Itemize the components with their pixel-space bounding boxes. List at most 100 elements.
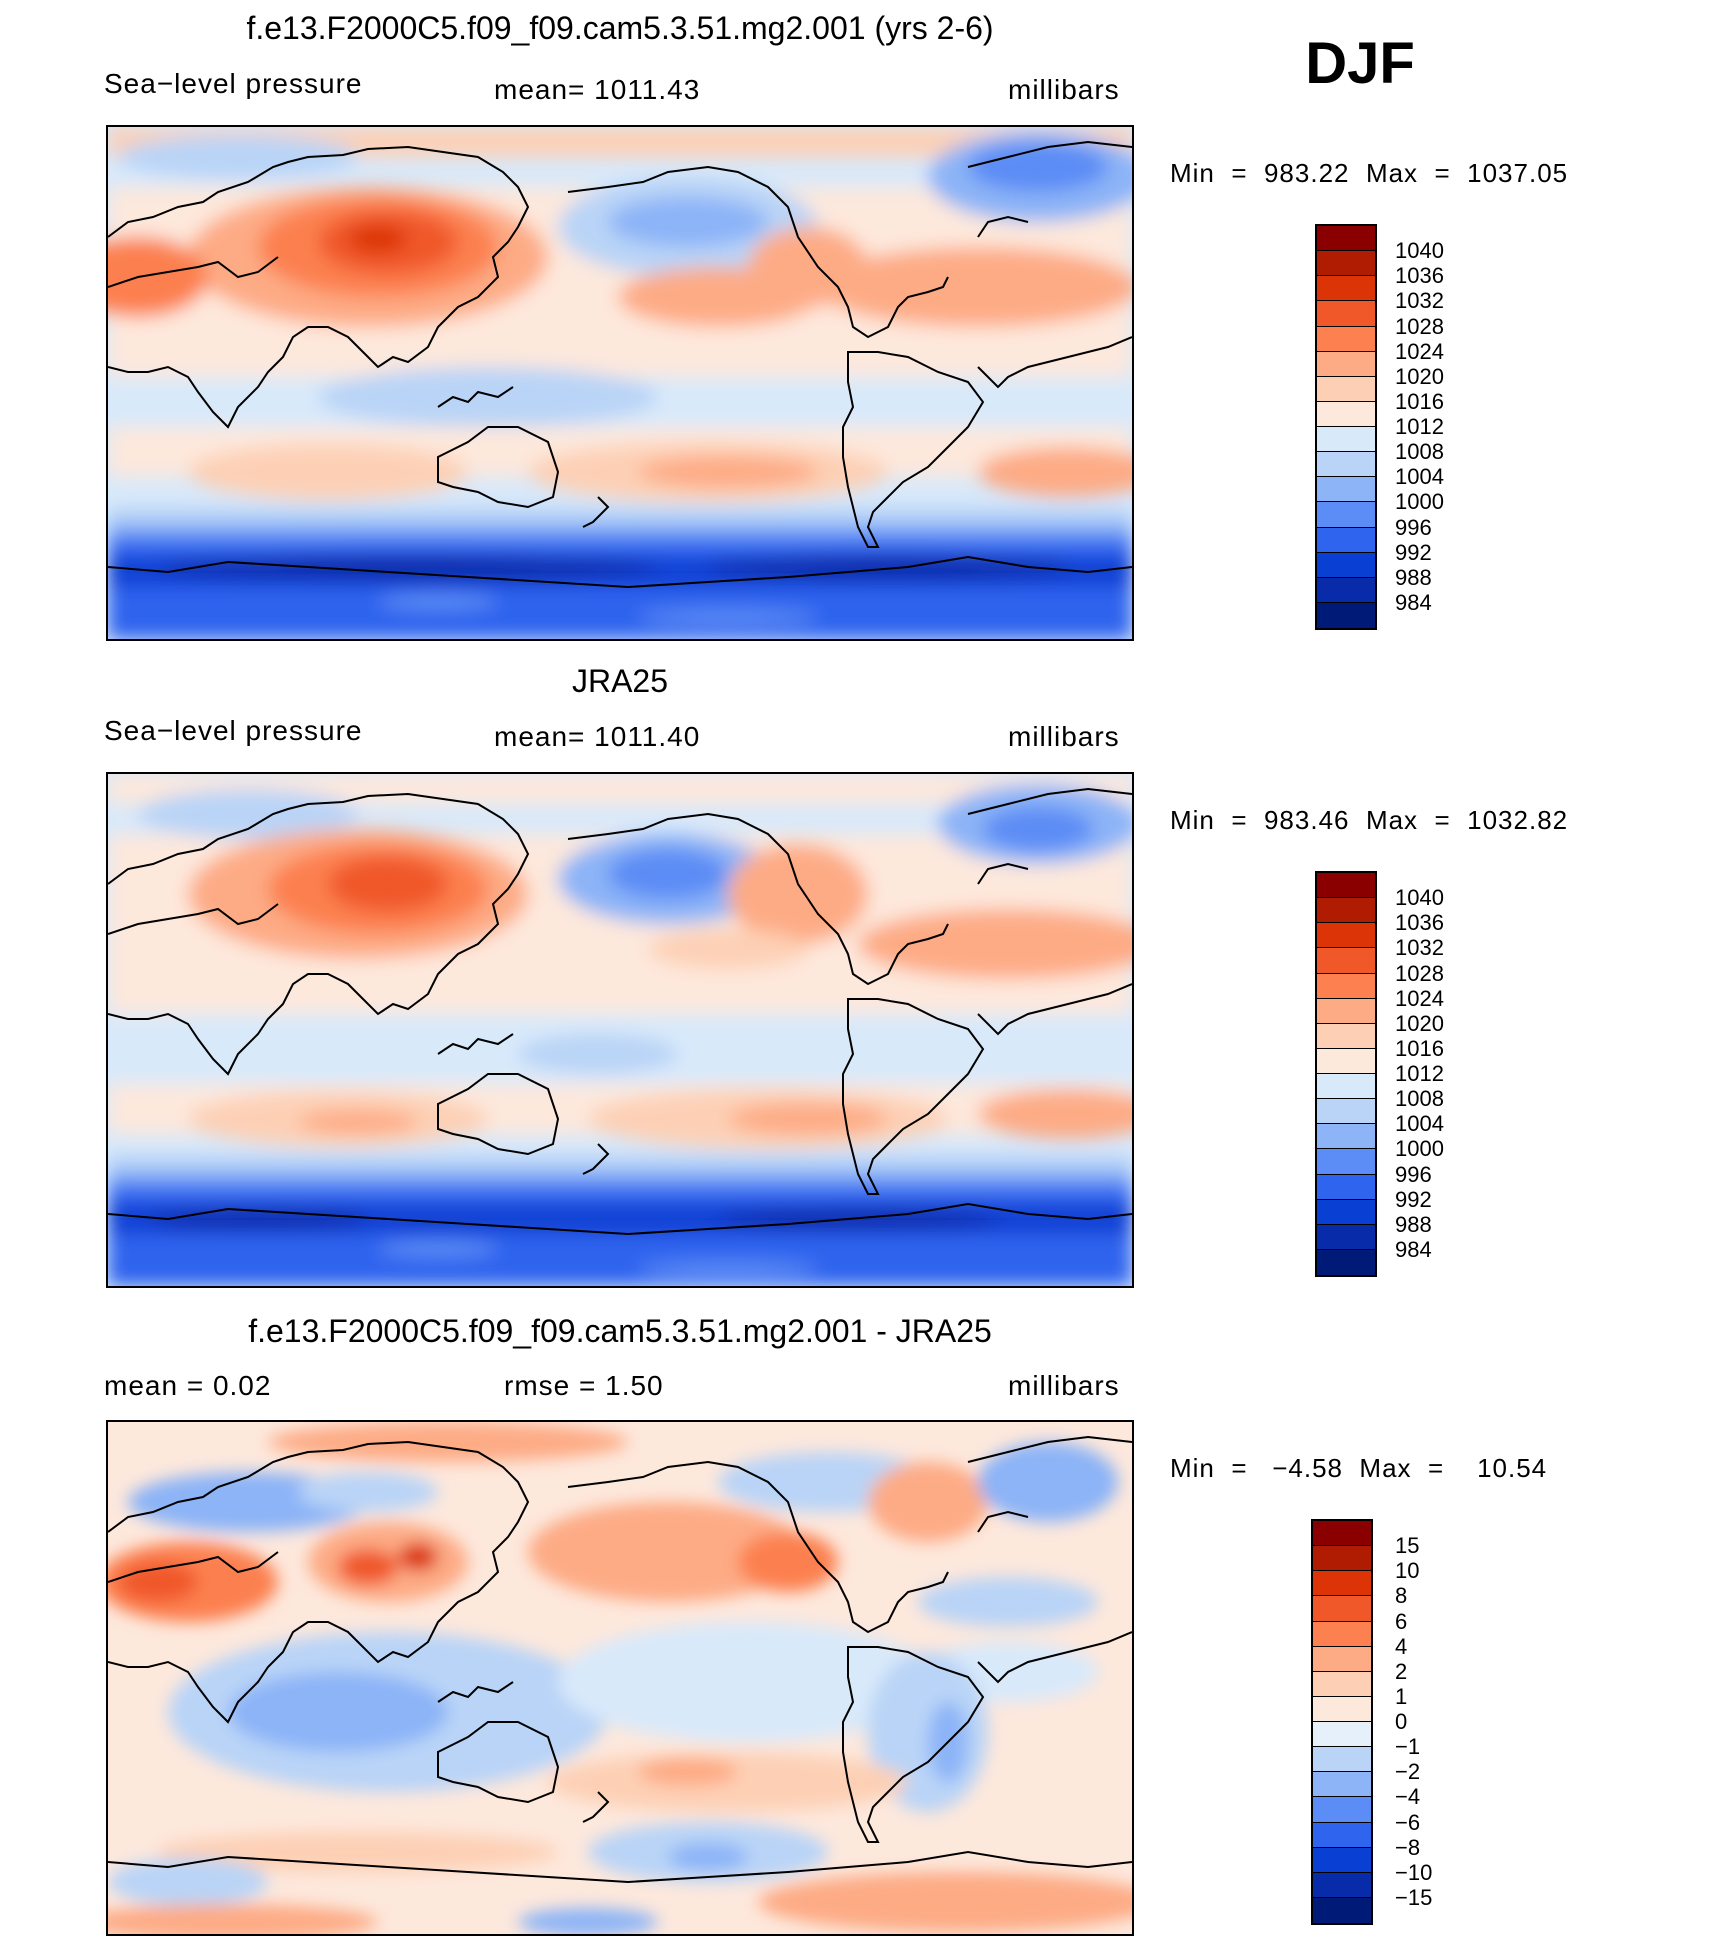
panel-1-title: f.e13.F2000C5.f09_f09.cam5.3.51.mg2.001 …	[246, 10, 994, 46]
colorbar-swatch	[1313, 1546, 1371, 1572]
panel-3-map-svg	[108, 1422, 1132, 1934]
colorbar-tick-label: 1016	[1395, 1035, 1444, 1061]
colorbar-swatch	[1313, 1646, 1371, 1672]
colorbar-tick-label: 1016	[1395, 388, 1444, 414]
colorbar-swatch	[1317, 276, 1375, 302]
colorbar-tick-label: 1004	[1395, 464, 1444, 490]
colorbar-tick-label: 8	[1395, 1583, 1408, 1609]
colorbar-swatch	[1317, 527, 1375, 553]
colorbar-swatch	[1313, 1671, 1371, 1697]
colorbar-tick-label: 0	[1395, 1709, 1408, 1734]
colorbar-tick-label: 2	[1395, 1658, 1408, 1684]
colorbar-tick-label: 1000	[1395, 1136, 1444, 1162]
colorbar-swatch	[1317, 1124, 1375, 1150]
colorbar-swatch	[1317, 477, 1375, 503]
colorbar-tick-label: 1032	[1395, 935, 1444, 961]
colorbar-swatch	[1313, 1847, 1371, 1873]
colorbar-swatch	[1317, 427, 1375, 453]
colorbar-swatch	[1317, 1074, 1375, 1100]
colorbar-tick-label: 1000	[1395, 489, 1444, 515]
colorbar-swatch	[1317, 351, 1375, 377]
panel-2-variable-label: Sea−level pressure	[104, 715, 363, 746]
panel-2-colorbar	[1315, 871, 1377, 1277]
colorbar-swatch	[1317, 251, 1375, 277]
colorbar-swatch	[1317, 502, 1375, 528]
colorbar-swatch	[1317, 948, 1375, 974]
colorbar-tick-label: 992	[1395, 1186, 1432, 1212]
colorbar-swatch	[1317, 552, 1375, 578]
colorbar-swatch	[1317, 1174, 1375, 1200]
colorbar-tick-label: 1028	[1395, 960, 1444, 986]
colorbar-swatch	[1317, 1023, 1375, 1049]
colorbar-tick-label: 1008	[1395, 1086, 1444, 1112]
colorbar-tick-label: 1008	[1395, 439, 1444, 465]
panel-2-map	[106, 772, 1134, 1288]
panel-2-minmax: Min = 983.46 Max = 1032.82	[1170, 805, 1569, 835]
colorbar-tick-label: 15	[1395, 1533, 1420, 1559]
colorbar-tick-label: 988	[1395, 564, 1432, 590]
panel-1-colorbar	[1315, 224, 1377, 630]
panel-1-map	[106, 125, 1134, 641]
colorbar-swatch	[1317, 577, 1375, 603]
panel-3-title: f.e13.F2000C5.f09_f09.cam5.3.51.mg2.001 …	[248, 1313, 992, 1349]
panel-3-units-label: millibars	[1008, 1370, 1120, 1401]
colorbar-tick-label: −1	[1395, 1734, 1421, 1760]
panel-2-title: JRA25	[571, 663, 669, 699]
colorbar-tick-label: 1020	[1395, 363, 1444, 389]
colorbar-swatch	[1317, 401, 1375, 427]
colorbar-swatch	[1313, 1621, 1371, 1647]
colorbar-swatch	[1317, 301, 1375, 327]
colorbar-tick-label: 1032	[1395, 288, 1444, 314]
colorbar-swatch	[1317, 1224, 1375, 1250]
colorbar-tick-label: −4	[1395, 1784, 1421, 1810]
panel-2-map-svg	[108, 774, 1132, 1286]
panel-1-mean-label: mean= 1011.43	[494, 74, 701, 105]
colorbar-tick-label: 996	[1395, 514, 1432, 540]
colorbar-tick-label: 992	[1395, 539, 1432, 565]
colorbar-swatch	[1313, 1747, 1371, 1773]
colorbar-swatch	[1313, 1596, 1371, 1622]
panel-1-units-label: millibars	[1008, 74, 1120, 105]
panel-3-map	[106, 1420, 1134, 1936]
colorbar-tick-label: 984	[1395, 1236, 1432, 1262]
colorbar-tick-label: 1012	[1395, 1061, 1444, 1086]
colorbar-tick-label: 6	[1395, 1608, 1408, 1634]
colorbar-swatch	[1313, 1822, 1371, 1848]
colorbar-swatch	[1317, 376, 1375, 402]
colorbar-tick-label: 1024	[1395, 985, 1444, 1011]
colorbar-tick-label: −6	[1395, 1809, 1421, 1835]
colorbar-swatch	[1313, 1521, 1371, 1547]
season-label: DJF	[1305, 31, 1415, 96]
colorbar-swatch	[1313, 1722, 1371, 1748]
colorbar-swatch	[1317, 998, 1375, 1024]
colorbar-swatch	[1313, 1696, 1371, 1722]
colorbar-swatch	[1317, 1249, 1375, 1275]
colorbar-tick-label: −15	[1395, 1884, 1433, 1910]
colorbar-tick-label: −10	[1395, 1859, 1433, 1885]
colorbar-swatch	[1317, 326, 1375, 352]
colorbar-tick-label: 1036	[1395, 263, 1444, 289]
colorbar-tick-label: 1	[1395, 1683, 1408, 1709]
colorbar-swatch	[1317, 1149, 1375, 1175]
colorbar-swatch	[1317, 1048, 1375, 1074]
panel-2-mean-label: mean= 1011.40	[494, 721, 701, 752]
colorbar-swatch	[1317, 602, 1375, 628]
colorbar-swatch	[1313, 1872, 1371, 1898]
panel-1-variable-label: Sea−level pressure	[104, 68, 363, 99]
panel-1-map-svg	[108, 127, 1132, 639]
colorbar-swatch	[1317, 898, 1375, 924]
colorbar-tick-label: 10	[1395, 1558, 1420, 1584]
panel-3-colorbar	[1311, 1519, 1373, 1925]
colorbar-swatch	[1317, 973, 1375, 999]
panel-1-minmax: Min = 983.22 Max = 1037.05	[1170, 158, 1569, 188]
colorbar-swatch	[1317, 923, 1375, 949]
panel-2-units-label: millibars	[1008, 721, 1120, 752]
colorbar-tick-label: 988	[1395, 1211, 1432, 1237]
colorbar-tick-label: 984	[1395, 589, 1432, 615]
colorbar-tick-label: −2	[1395, 1759, 1421, 1785]
colorbar-swatch	[1313, 1897, 1371, 1923]
colorbar-swatch	[1313, 1571, 1371, 1597]
colorbar-tick-label: 1040	[1395, 885, 1444, 911]
colorbar-tick-label: −8	[1395, 1834, 1421, 1860]
